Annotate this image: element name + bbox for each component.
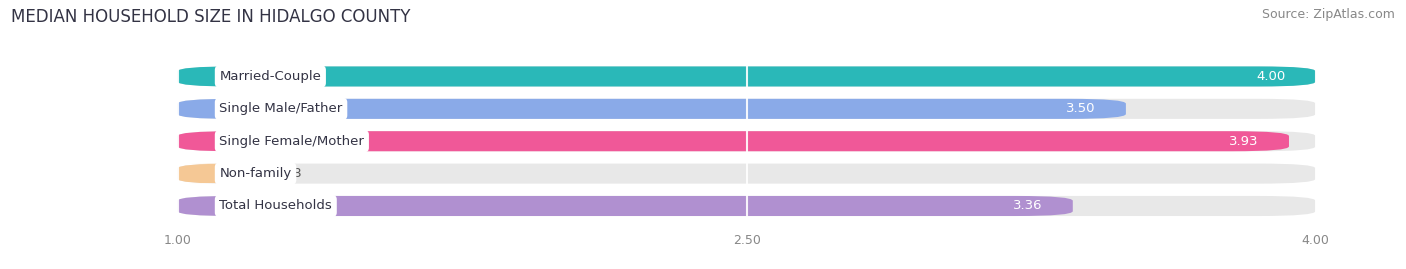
- Text: Source: ZipAtlas.com: Source: ZipAtlas.com: [1261, 8, 1395, 21]
- Text: 1.18: 1.18: [273, 167, 302, 180]
- FancyBboxPatch shape: [177, 99, 1316, 119]
- Text: MEDIAN HOUSEHOLD SIZE IN HIDALGO COUNTY: MEDIAN HOUSEHOLD SIZE IN HIDALGO COUNTY: [11, 8, 411, 26]
- FancyBboxPatch shape: [177, 66, 1316, 87]
- FancyBboxPatch shape: [177, 131, 1316, 151]
- FancyBboxPatch shape: [177, 164, 1316, 184]
- Text: Married-Couple: Married-Couple: [219, 70, 322, 83]
- Text: Non-family: Non-family: [219, 167, 291, 180]
- Text: 3.93: 3.93: [1229, 135, 1258, 148]
- Text: Single Female/Mother: Single Female/Mother: [219, 135, 364, 148]
- FancyBboxPatch shape: [177, 196, 1316, 216]
- Text: Single Male/Father: Single Male/Father: [219, 102, 343, 115]
- Text: Total Households: Total Households: [219, 200, 332, 213]
- FancyBboxPatch shape: [177, 99, 1126, 119]
- Text: 4.00: 4.00: [1256, 70, 1285, 83]
- Text: 3.50: 3.50: [1066, 102, 1095, 115]
- FancyBboxPatch shape: [177, 66, 1316, 87]
- FancyBboxPatch shape: [177, 196, 1073, 216]
- Text: 3.36: 3.36: [1012, 200, 1042, 213]
- FancyBboxPatch shape: [177, 164, 246, 184]
- FancyBboxPatch shape: [177, 131, 1289, 151]
